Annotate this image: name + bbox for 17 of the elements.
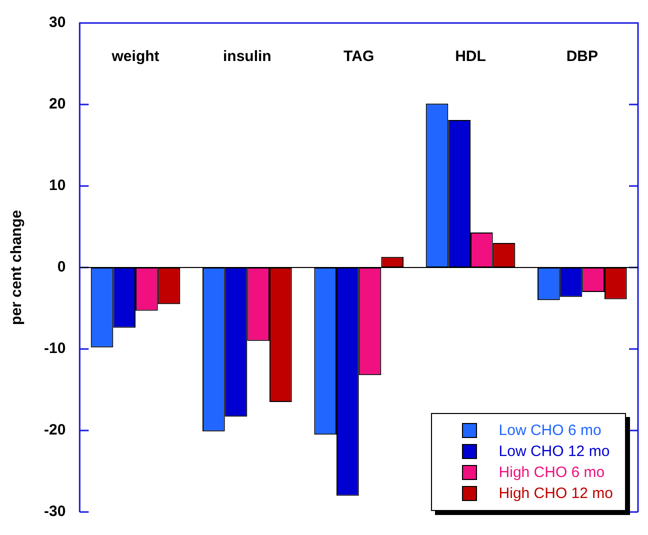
y-axis-title: per cent change <box>8 210 26 326</box>
x-tick-label: DBP <box>566 48 598 66</box>
y-tick-label: -30 <box>44 503 66 520</box>
y-tick-label: 10 <box>48 177 66 194</box>
y-tick-label: -10 <box>44 340 66 358</box>
x-tick-label: HDL <box>455 48 486 66</box>
legend-label: Low CHO 12 mo <box>498 443 610 460</box>
x-tick-label: TAG <box>344 48 374 66</box>
legend-label: Low CHO 6 mo <box>498 422 602 439</box>
legend-label: High CHO 6 mo <box>498 464 605 481</box>
y-tick-label: 0 <box>57 258 66 276</box>
legend-label: High CHO 12 mo <box>498 485 613 502</box>
x-tick-label: insulin <box>223 48 272 66</box>
x-tick-label: weight <box>110 48 160 66</box>
y-tick-label: 30 <box>48 14 66 32</box>
y-tick-label: 20 <box>48 96 66 113</box>
y-tick-label: -20 <box>44 422 66 439</box>
